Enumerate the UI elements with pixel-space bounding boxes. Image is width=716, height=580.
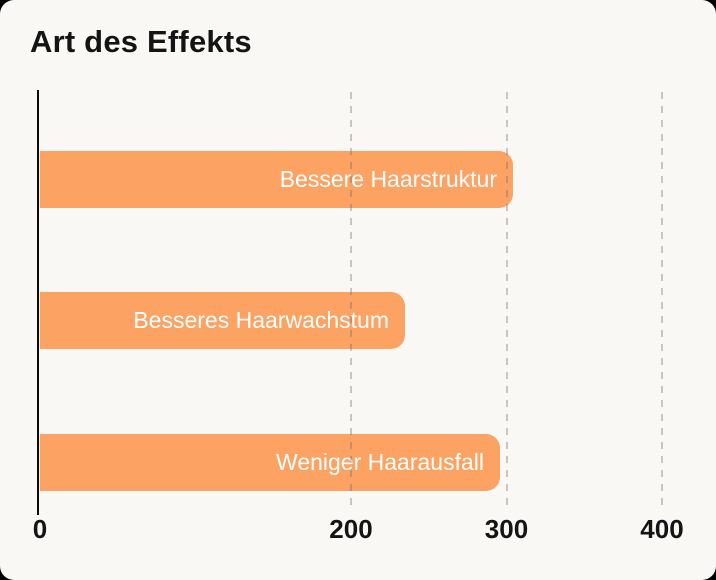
x-tick-label-0: 0 [32,514,48,544]
y-axis-line [37,90,39,515]
gridline-300 [505,92,508,507]
x-tick-label-300: 300 [484,514,529,544]
bar-bessere-haarstruktur: Bessere Haarstruktur [40,151,513,208]
bar-label: Weniger Haarausfall [276,449,484,475]
x-tick-label-400: 400 [640,514,684,544]
x-tick-label-200: 200 [329,514,373,544]
gridline-200 [350,92,352,507]
bar-besseres-haarwachstum: Besseres Haarwachstum [40,292,405,349]
bar-weniger-haarausfall: Weniger Haarausfall [40,434,500,491]
chart-title: Art des Effekts [30,24,252,59]
gridline-400 [661,92,663,507]
bar-label: Bessere Haarstruktur [279,166,497,192]
bar-label: Besseres Haarwachstum [133,307,389,333]
